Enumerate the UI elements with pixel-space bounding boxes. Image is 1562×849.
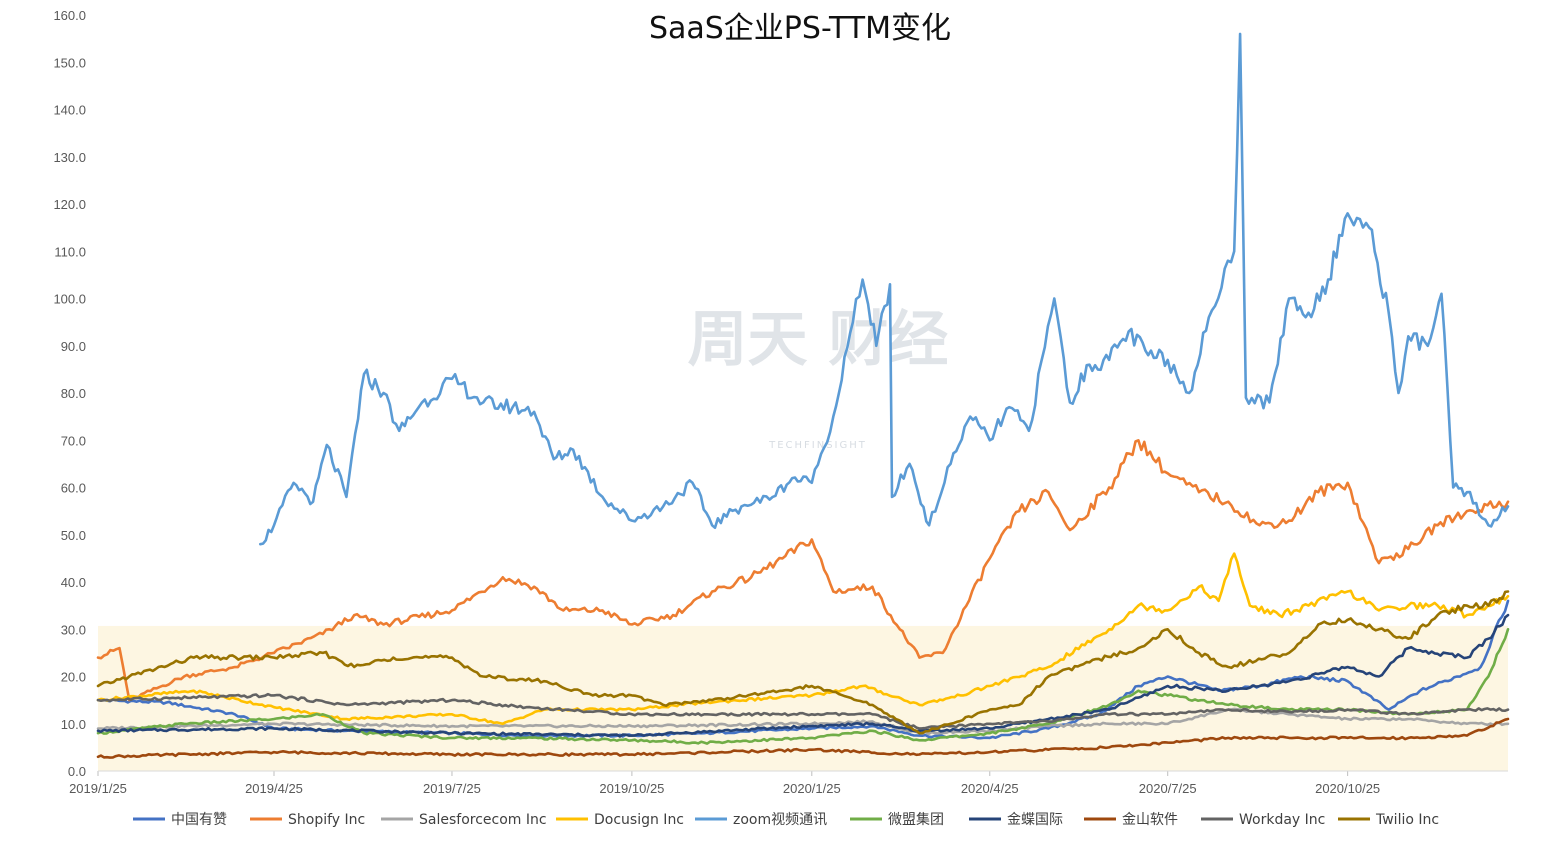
series-lines xyxy=(96,32,1510,759)
y-tick-label: 60.0 xyxy=(61,481,86,496)
y-tick-label: 10.0 xyxy=(61,717,86,732)
y-tick-label: 20.0 xyxy=(61,670,86,685)
legend-label: Shopify Inc xyxy=(288,812,365,828)
x-tick-label: 2020/7/25 xyxy=(1139,781,1197,796)
y-tick-label: 130.0 xyxy=(53,150,86,165)
series-line-9 xyxy=(96,590,1510,735)
y-tick-label: 110.0 xyxy=(54,244,86,259)
series-line-6 xyxy=(96,613,1510,738)
y-tick-label: 120.0 xyxy=(53,197,86,212)
x-tick-label: 2019/4/25 xyxy=(245,781,303,796)
series-line-4 xyxy=(259,32,1510,546)
x-tick-label: 2019/10/25 xyxy=(599,781,664,796)
y-tick-label: 140.0 xyxy=(53,103,86,118)
series-line-5 xyxy=(96,628,1510,745)
series-line-1 xyxy=(96,439,1510,702)
legend-label: Workday Inc xyxy=(1239,812,1325,828)
y-tick-label: 90.0 xyxy=(61,339,86,354)
legend-label: Salesforcecom Inc xyxy=(419,812,547,828)
watermark-main-text: 周天 财经 xyxy=(688,305,949,375)
watermark-sub-text: TECHFINSIGHT xyxy=(768,440,867,451)
x-tick-label: 2020/4/25 xyxy=(961,781,1019,796)
y-tick-label: 80.0 xyxy=(61,386,86,401)
x-tick-label: 2020/10/25 xyxy=(1315,781,1380,796)
y-tick-label: 30.0 xyxy=(61,622,86,637)
legend-label: 中国有赞 xyxy=(171,812,227,828)
chart-title: SaaS企业PS-TTM变化 xyxy=(649,11,951,46)
x-tick-label: 2019/1/25 xyxy=(69,781,127,796)
series-line-8 xyxy=(96,692,1510,730)
legend-label: Twilio Inc xyxy=(1375,812,1439,828)
x-tick-label: 2020/1/25 xyxy=(783,781,841,796)
y-tick-label: 100.0 xyxy=(53,292,86,307)
watermark: 周天 财经 TECHFINSIGHT xyxy=(688,305,949,451)
y-tick-label: 70.0 xyxy=(61,433,86,448)
series-line-2 xyxy=(96,707,1510,736)
series-line-3 xyxy=(96,552,1510,726)
highlight-band xyxy=(98,625,1508,771)
legend: 中国有赞 Shopify Inc Salesforcecom Inc Docusign… xyxy=(133,811,1439,828)
y-tick-label: 150.0 xyxy=(53,55,86,70)
y-axis-ticks: 0.0 10.0 20.0 30.0 40.0 50.0 60.0 70.0 80.0 90.0 1… xyxy=(53,8,86,779)
legend-label: 金山软件 xyxy=(1122,812,1178,828)
legend-label: 金蝶国际 xyxy=(1007,812,1063,828)
legend-label: Docusign Inc xyxy=(594,812,684,828)
y-tick-label: 40.0 xyxy=(61,575,86,590)
x-axis-ticks: 2019/1/25 2019/4/25 2019/7/25 2019/10/25 202… xyxy=(69,771,1380,796)
x-tick-label: 2019/7/25 xyxy=(423,781,481,796)
legend-label: 微盟集团 xyxy=(888,811,944,828)
series-line-7 xyxy=(96,717,1510,759)
legend-label: zoom视频通讯 xyxy=(733,812,827,828)
y-tick-label: 50.0 xyxy=(61,528,86,543)
y-tick-label: 0.0 xyxy=(68,764,86,779)
y-tick-label: 160.0 xyxy=(53,8,86,23)
